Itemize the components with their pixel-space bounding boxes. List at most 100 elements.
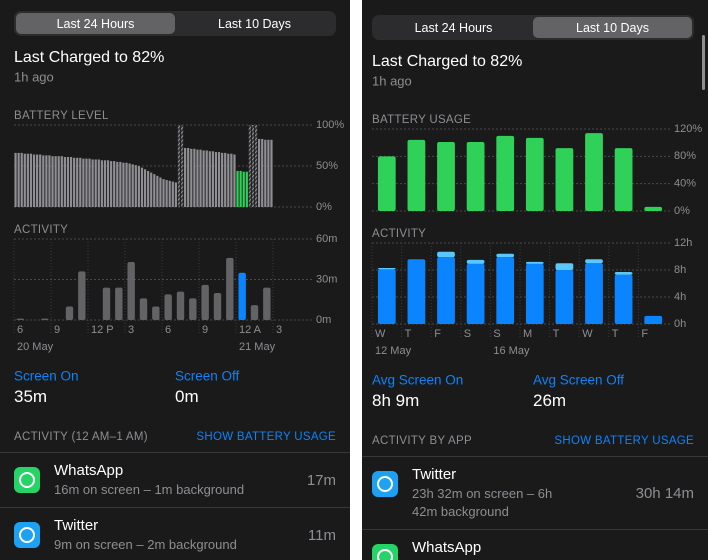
bar	[196, 149, 199, 207]
bar	[202, 150, 205, 207]
x-tick-label: 9	[54, 324, 60, 336]
bar	[119, 161, 122, 207]
stat-value: 8h 9m	[372, 391, 420, 410]
segment[interactable]: Last 24 Hours	[414, 20, 493, 35]
charts: 0% 40% 80% 120% 0h 4h 8h 12h W T F S S M T W T F 12 May 16 …	[371, 123, 702, 357]
app-total: 17m	[306, 471, 336, 489]
stat-label: Screen Off	[175, 368, 240, 384]
app-detail: 9m on screen – 2m background	[54, 537, 237, 552]
bar	[585, 263, 603, 324]
app-list: WhatsApp 16m on screen – 1m background 17m…	[0, 452, 350, 560]
bar	[94, 159, 97, 207]
bar	[193, 148, 196, 207]
bar	[79, 157, 82, 207]
app-row[interactable]: Twitter 9m on screen – 2m background 11m	[0, 507, 350, 560]
bar	[189, 298, 197, 320]
y-tick-label: 0m	[316, 314, 331, 326]
chart-title: ACTIVITY	[372, 228, 427, 240]
app-name: WhatsApp	[412, 539, 482, 556]
app-list: Twitter 23h 32m on screen – 6h 42m backgr…	[362, 456, 708, 560]
bar	[466, 263, 485, 324]
bar	[115, 287, 123, 320]
bar	[205, 150, 208, 207]
stat-label: Screen On	[14, 368, 79, 384]
bar	[614, 272, 633, 275]
y-tick-label: 8h	[674, 264, 686, 276]
bar	[48, 155, 51, 207]
bar	[171, 181, 174, 207]
bar	[16, 318, 24, 320]
bar	[32, 154, 36, 207]
bar	[176, 291, 185, 320]
app-icon	[14, 467, 40, 493]
chart-title: BATTERY LEVEL	[14, 110, 109, 122]
bar	[137, 166, 140, 207]
bar	[42, 155, 45, 207]
bar	[377, 269, 396, 324]
app-row[interactable]: WhatsApp	[362, 529, 708, 560]
bar	[180, 125, 184, 207]
bar	[437, 141, 455, 211]
bar	[407, 259, 426, 324]
bar	[152, 306, 160, 320]
bar	[525, 261, 544, 264]
app-name: Twitter	[54, 517, 99, 534]
bar	[51, 156, 54, 207]
bar	[85, 158, 88, 207]
x-tick-label: 9	[202, 324, 208, 336]
bar	[150, 172, 153, 207]
segment[interactable]: Last 24 Hours	[16, 13, 175, 34]
icon-glyph	[19, 527, 35, 543]
bar	[122, 162, 125, 207]
stat-value: 35m	[14, 387, 48, 406]
bar	[201, 284, 209, 320]
bar	[270, 139, 273, 207]
bar	[224, 152, 227, 207]
bar	[251, 125, 255, 207]
bar	[437, 251, 455, 258]
bar	[236, 170, 239, 207]
app-detail: 23h 32m on screen – 6h 42m background	[412, 486, 553, 519]
bar	[261, 138, 264, 207]
bar	[263, 287, 271, 320]
y-tick-label: 12h	[674, 237, 692, 249]
app-row[interactable]: Twitter 23h 32m on screen – 6h 42m backgr…	[362, 456, 708, 529]
icon-glyph	[19, 472, 35, 488]
icon-glyph	[377, 476, 393, 492]
segmented-control: Last 24 Hours Last 10 Days	[372, 15, 694, 40]
x-tick-label: 3	[128, 324, 134, 336]
scroll-indicator	[702, 35, 705, 90]
app-total: 30h 14m	[635, 484, 694, 502]
bar	[110, 161, 113, 207]
y-tick-label: 60m	[316, 233, 337, 245]
bar	[525, 137, 544, 211]
bar	[177, 125, 181, 207]
bar	[57, 156, 60, 207]
bar	[377, 156, 396, 211]
bar	[159, 177, 162, 207]
stat-label: Avg Screen On	[372, 372, 464, 388]
bar	[174, 182, 177, 207]
bar	[20, 152, 23, 207]
show-battery-usage[interactable]: SHOW BATTERY USAGE	[196, 431, 336, 443]
bar	[164, 294, 172, 320]
bar	[41, 318, 49, 320]
bar	[165, 179, 168, 207]
app-name: WhatsApp	[54, 462, 124, 479]
bar	[248, 125, 251, 207]
bar	[39, 154, 42, 207]
charts: 0% 50% 100% 0m 30m 60m 6 9 12 P 3 6 9 12 A 3 20 May 21 …	[13, 119, 344, 353]
app-name: Twitter	[412, 466, 457, 483]
bar	[140, 167, 144, 207]
charged-title: Last Charged to 82%	[372, 53, 523, 70]
segment[interactable]: Last 10 Days	[218, 16, 291, 31]
segment[interactable]: Last 10 Days	[533, 17, 692, 38]
bar	[97, 159, 100, 207]
show-battery-usage[interactable]: SHOW BATTERY USAGE	[554, 435, 694, 447]
app-detail: 16m on screen – 1m background	[54, 482, 245, 497]
app-row[interactable]: WhatsApp 16m on screen – 1m background 17m	[0, 452, 350, 507]
bar	[14, 152, 17, 207]
bar	[555, 148, 574, 211]
bar	[128, 163, 131, 207]
